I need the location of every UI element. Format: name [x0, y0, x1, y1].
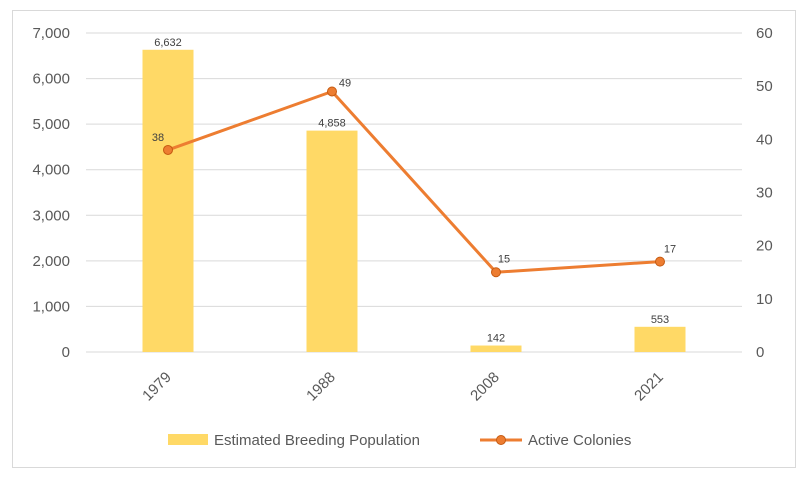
- left-tick-label: 7,000: [32, 25, 70, 42]
- left-tick-label: 0: [62, 344, 70, 361]
- bar: [634, 326, 686, 352]
- bar-data-label: 6,632: [154, 37, 182, 49]
- right-tick-label: 40: [756, 131, 773, 148]
- bar-data-label: 553: [651, 314, 669, 326]
- left-axis-ticks: 0 1,000 2,000 3,000 4,000 5,000 6,000 7,000: [32, 25, 70, 361]
- line-series: [163, 86, 665, 278]
- left-tick-label: 3,000: [32, 207, 70, 224]
- bar-series: [142, 49, 686, 352]
- bar-data-label: 142: [487, 333, 505, 345]
- line-data-labels: 38 49 15 17: [152, 77, 676, 265]
- line-point: [655, 256, 665, 267]
- right-tick-label: 10: [756, 291, 773, 308]
- right-tick-label: 60: [756, 25, 773, 42]
- right-tick-label: 0: [756, 344, 764, 361]
- line-data-label: 17: [664, 244, 676, 256]
- legend-swatch-bar: [168, 434, 208, 445]
- bar-data-label: 4,858: [318, 118, 346, 130]
- left-tick-label: 6,000: [32, 71, 70, 88]
- line-data-label: 15: [498, 253, 510, 265]
- legend-swatch-marker: [496, 435, 506, 445]
- right-tick-label: 30: [756, 185, 773, 202]
- legend: Estimated Breeding Population Active Col…: [168, 432, 631, 449]
- gridlines: [86, 32, 742, 353]
- bar: [306, 130, 358, 352]
- left-tick-label: 5,000: [32, 116, 70, 133]
- x-tick-label: 1979: [139, 369, 175, 405]
- line-point: [491, 267, 501, 278]
- left-tick-label: 2,000: [32, 253, 70, 270]
- line-point: [327, 86, 337, 97]
- line-data-label: 49: [339, 77, 351, 89]
- left-tick-label: 1,000: [32, 298, 70, 315]
- left-tick-label: 4,000: [32, 162, 70, 179]
- x-axis-ticks: 1979 1988 2008 2021: [139, 369, 667, 405]
- line-point: [163, 144, 173, 155]
- right-tick-label: 20: [756, 238, 773, 255]
- legend-label-line: Active Colonies: [528, 432, 631, 449]
- legend-label-bar: Estimated Breeding Population: [214, 432, 420, 449]
- x-tick-label: 2021: [631, 369, 667, 405]
- bar: [142, 49, 194, 352]
- bar-data-labels: 6,632 4,858 142 553: [154, 37, 669, 345]
- x-tick-label: 1988: [303, 369, 339, 405]
- right-axis-ticks: 0 10 20 30 40 50 60: [756, 25, 773, 361]
- bar: [470, 345, 522, 352]
- x-tick-label: 2008: [467, 369, 503, 405]
- right-tick-label: 50: [756, 78, 773, 95]
- line-path: [167, 89, 661, 274]
- line-data-label: 38: [152, 132, 164, 144]
